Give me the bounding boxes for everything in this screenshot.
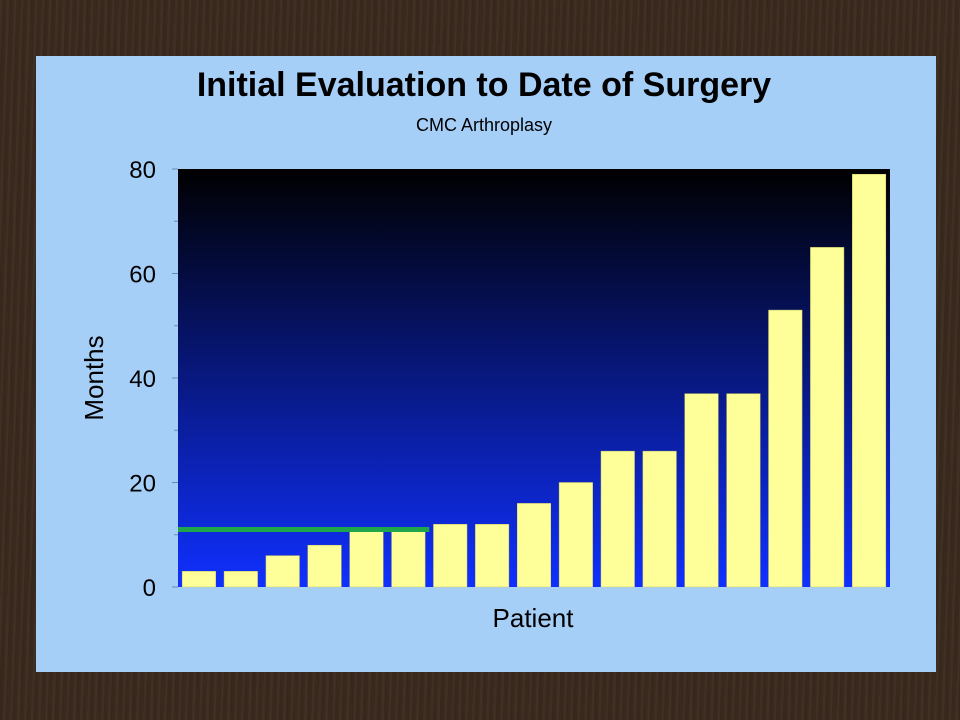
bar <box>307 544 342 588</box>
y-tick-label: 20 <box>129 471 156 498</box>
y-tick-label: 60 <box>129 262 156 289</box>
chart-title: Initial Evaluation to Date of Surgery <box>197 66 771 104</box>
bars <box>181 173 887 588</box>
bar <box>475 524 510 588</box>
bar <box>223 571 258 588</box>
bar <box>391 529 426 588</box>
bar <box>642 450 677 588</box>
bar <box>558 482 593 588</box>
bar <box>726 393 761 588</box>
bar <box>852 173 887 588</box>
y-tick-label: 40 <box>129 366 156 393</box>
y-tick-label: 0 <box>143 575 156 602</box>
chart-subtitle: CMC Arthroplasy <box>416 115 552 135</box>
bar-chart: Initial Evaluation to Date of Surgery CM… <box>79 66 890 633</box>
bar <box>600 450 635 588</box>
bar <box>684 393 719 588</box>
bar <box>349 529 384 588</box>
bar <box>265 555 300 588</box>
bar <box>516 503 552 588</box>
y-tick-label: 80 <box>129 157 156 184</box>
slide: Initial Evaluation to Date of Surgery CM… <box>36 56 936 672</box>
bar <box>433 524 468 588</box>
bar <box>181 571 216 588</box>
y-axis-label: Months <box>79 335 109 420</box>
bar <box>810 247 845 588</box>
x-axis-label: Patient <box>493 603 575 633</box>
y-axis: 0 20 40 60 80 <box>129 157 178 602</box>
bar <box>768 309 803 588</box>
